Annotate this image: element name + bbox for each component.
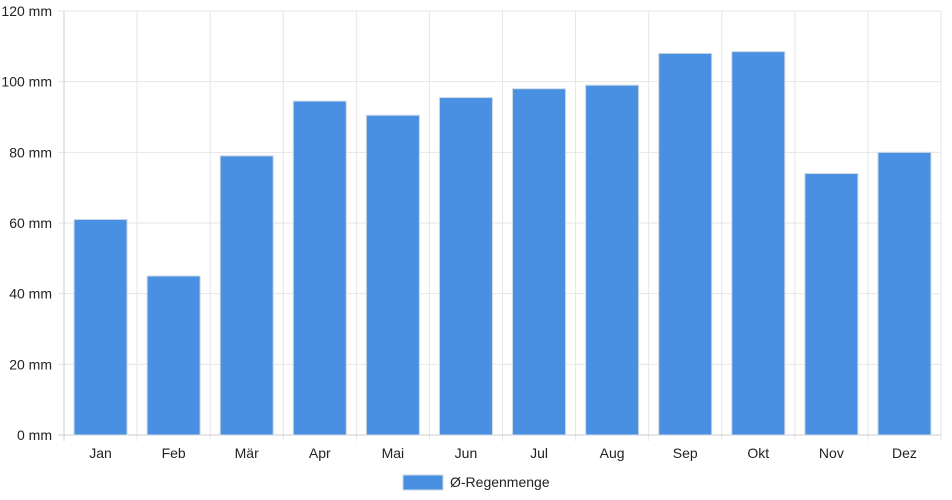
bars bbox=[73, 51, 932, 436]
bar-okt[interactable] bbox=[731, 51, 786, 436]
bar-jul[interactable] bbox=[512, 88, 567, 436]
x-tick-label: Apr bbox=[309, 445, 331, 461]
x-tick-label: Mai bbox=[382, 445, 405, 461]
y-tick-label: 20 mm bbox=[9, 356, 52, 372]
x-tick-label: Jan bbox=[89, 445, 112, 461]
x-tick-label: Sep bbox=[673, 445, 698, 461]
x-tick-label: Jul bbox=[530, 445, 548, 461]
bar-dez[interactable] bbox=[877, 151, 932, 436]
y-tick-label: 60 mm bbox=[9, 215, 52, 231]
x-tick-label: Feb bbox=[162, 445, 186, 461]
x-tick-label: Dez bbox=[892, 445, 917, 461]
legend-swatch[interactable] bbox=[402, 474, 444, 491]
y-tick-label: 120 mm bbox=[1, 3, 52, 19]
bar-mai[interactable] bbox=[365, 114, 420, 436]
legend-label-regenmenge[interactable]: Ø-Regenmenge bbox=[450, 474, 550, 490]
bar-jun[interactable] bbox=[438, 97, 493, 436]
bar-nov[interactable] bbox=[804, 173, 859, 436]
x-tick-label: Aug bbox=[600, 445, 625, 461]
bar-sep[interactable] bbox=[658, 52, 713, 436]
x-tick-label: Okt bbox=[747, 445, 769, 461]
x-axis-tick-labels: Jan Feb Mär Apr Mai Jun Jul Aug Sep Okt Nov Dez bbox=[89, 445, 917, 461]
y-tick-label: 100 mm bbox=[1, 74, 52, 90]
bar-apr[interactable] bbox=[292, 100, 347, 436]
y-tick-label: 0 mm bbox=[17, 427, 52, 443]
y-axis-tick-labels: 0 mm 20 mm 40 mm 60 mm 80 mm 100 mm 120 mm bbox=[1, 3, 52, 443]
y-tick-label: 40 mm bbox=[9, 286, 52, 302]
bar-mär[interactable] bbox=[219, 155, 274, 436]
grid-lines bbox=[58, 10, 942, 441]
x-tick-label: Jun bbox=[455, 445, 478, 461]
y-tick-label: 80 mm bbox=[9, 144, 52, 160]
x-tick-label: Mär bbox=[235, 445, 259, 461]
x-tick-label: Nov bbox=[819, 445, 844, 461]
bar-feb[interactable] bbox=[146, 275, 201, 436]
bar-jan[interactable] bbox=[73, 218, 128, 436]
bar-aug[interactable] bbox=[585, 84, 640, 436]
legend[interactable]: Ø-Regenmenge bbox=[402, 474, 550, 491]
